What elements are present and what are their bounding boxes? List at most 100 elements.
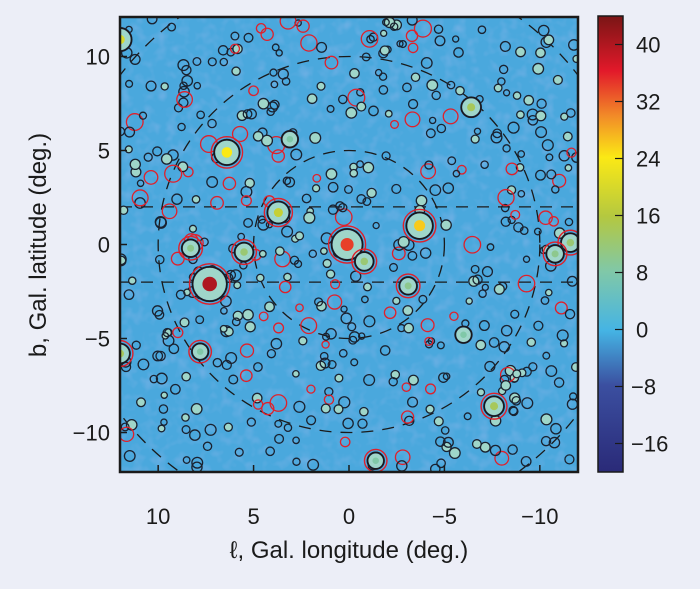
catalog-circle <box>256 273 265 283</box>
source-circle <box>398 276 418 296</box>
catalog-circle <box>181 413 190 422</box>
catalog-circle <box>545 153 554 162</box>
red-catalog-circle <box>442 108 459 125</box>
catalog-circle <box>500 203 510 213</box>
source-body <box>120 344 129 363</box>
red-catalog-circle <box>278 280 292 294</box>
catalog-circle <box>428 116 437 125</box>
source-fill <box>180 317 189 327</box>
source-fill <box>541 413 552 425</box>
source-fill <box>441 219 452 231</box>
catalog-circle <box>533 227 542 236</box>
source-fill <box>392 297 400 305</box>
catalog-circle <box>169 383 181 395</box>
source-fill <box>512 369 521 378</box>
source-fill <box>434 416 444 426</box>
catalog-circle <box>477 25 487 35</box>
catalog-circle <box>502 144 511 153</box>
catalog-circle <box>382 18 390 27</box>
catalog-circle <box>392 296 401 306</box>
source-red-ring <box>542 241 568 267</box>
source-fill <box>335 374 343 382</box>
catalog-circle <box>232 310 244 322</box>
source-red-ring <box>327 225 367 264</box>
catalog-circle <box>516 110 525 120</box>
red-catalog-circle <box>258 311 269 322</box>
catalog-circle <box>436 341 445 350</box>
source-fill <box>161 392 168 399</box>
catalog-circle <box>368 105 379 117</box>
catalog-circle <box>264 301 275 313</box>
catalog-circle <box>361 52 371 62</box>
red-catalog-circle <box>323 394 335 405</box>
catalog-circle <box>123 126 136 138</box>
catalog-circle <box>155 350 166 362</box>
source-peak <box>404 282 412 290</box>
catalog-circle <box>488 337 500 348</box>
catalog-circle <box>419 247 432 259</box>
red-catalog-circle <box>330 279 341 290</box>
catalog-circle <box>493 283 505 295</box>
catalog-circle <box>154 216 168 229</box>
source-fill <box>350 169 358 177</box>
source-fill <box>359 407 369 416</box>
catalog-circle <box>145 80 157 92</box>
catalog-circle <box>570 362 578 372</box>
catalog-circle <box>151 305 164 317</box>
source-circle <box>191 265 228 302</box>
source-fill <box>192 195 200 204</box>
catalog-circle <box>388 262 399 272</box>
source-red-ring <box>480 392 508 420</box>
catalog-circle <box>473 127 482 136</box>
colorbar-tick-label: −16 <box>631 432 668 457</box>
catalog-circle <box>311 184 321 193</box>
catalog-circle <box>512 369 522 379</box>
catalog-circle <box>366 187 377 199</box>
red-catalog-circle <box>143 169 159 185</box>
catalog-circle <box>225 351 238 365</box>
source-fill <box>404 323 414 333</box>
red-catalog-circle <box>300 34 318 52</box>
catalog-circle <box>219 324 228 333</box>
catalog-circle <box>513 222 524 233</box>
source-fill <box>256 274 264 282</box>
catalog-circle <box>404 415 415 427</box>
catalog-circle <box>526 337 537 348</box>
catalog-circle <box>347 322 357 332</box>
catalog-circle <box>519 226 529 236</box>
source-fill <box>242 309 254 320</box>
source-fill <box>316 301 327 311</box>
catalog-circle <box>558 150 571 162</box>
catalog-circle <box>476 388 486 397</box>
catalog-circle <box>340 305 348 313</box>
catalog-circle <box>511 395 522 406</box>
source-circle <box>560 232 578 253</box>
red-catalog-circle <box>306 384 316 394</box>
red-catalog-circle <box>296 19 310 33</box>
red-catalog-circle <box>456 164 467 175</box>
source-fill <box>181 413 190 422</box>
source-fill <box>220 325 227 333</box>
catalog-circle <box>123 449 136 462</box>
catalog-circle <box>158 404 169 414</box>
catalog-circle <box>189 429 201 441</box>
catalog-circle <box>402 82 412 93</box>
catalog-circle <box>564 308 576 320</box>
catalog-circle <box>192 56 202 67</box>
source-fill <box>261 135 273 146</box>
y-tick-label: −5 <box>85 327 110 352</box>
catalog-circle <box>294 231 305 241</box>
catalog-circle <box>340 312 353 325</box>
catalog-circle <box>136 397 147 408</box>
catalog-circle <box>181 74 194 87</box>
source-fill <box>245 178 255 188</box>
catalog-circle <box>515 163 525 172</box>
catalog-circle <box>179 317 190 328</box>
catalog-circle <box>149 374 159 384</box>
catalog-circle <box>541 139 554 152</box>
catalog-circle <box>125 79 134 88</box>
red-catalog-circle <box>176 91 194 108</box>
catalog-circle <box>568 392 578 401</box>
catalog-circle <box>484 360 496 373</box>
catalog-circle <box>178 85 190 98</box>
